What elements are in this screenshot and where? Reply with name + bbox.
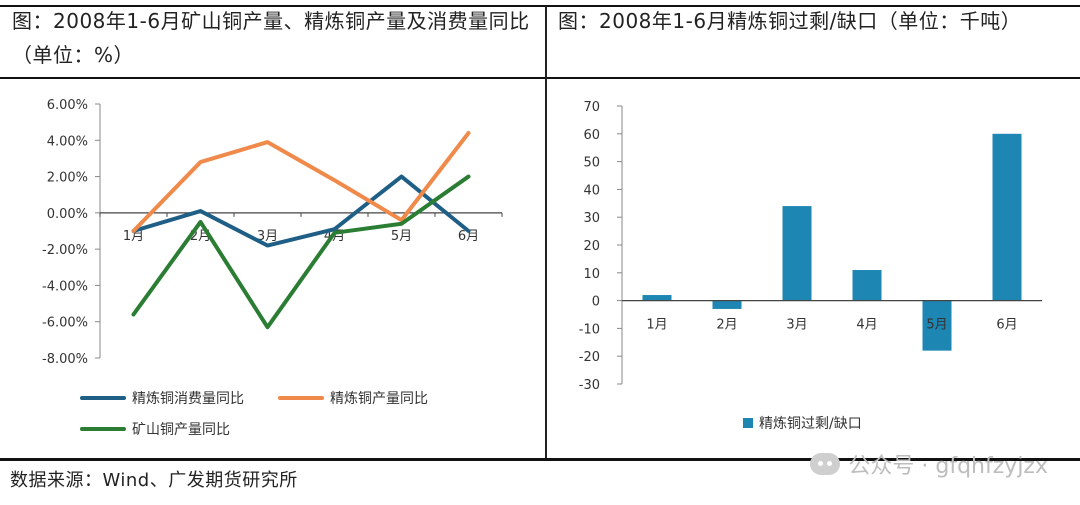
y-tick-label: -8.00% bbox=[42, 352, 88, 367]
y-tick-label: -20 bbox=[579, 350, 600, 365]
x-tick-label: 3月 bbox=[257, 229, 278, 244]
x-tick-label: 1月 bbox=[646, 318, 667, 333]
y-tick-label: -2.00% bbox=[42, 243, 88, 258]
x-tick-label: 2月 bbox=[716, 318, 737, 333]
y-tick-label: 30 bbox=[583, 211, 600, 226]
legend-swatch bbox=[743, 418, 753, 428]
x-tick-label: 6月 bbox=[996, 318, 1017, 333]
bar bbox=[642, 295, 672, 301]
title-underline bbox=[0, 77, 1080, 79]
x-tick-label: 1月 bbox=[123, 229, 144, 244]
x-tick-label: 3月 bbox=[786, 318, 807, 333]
y-tick-label: -10 bbox=[579, 322, 600, 337]
x-tick-label: 4月 bbox=[856, 318, 877, 333]
top-border bbox=[0, 5, 1080, 7]
legend-label: 精炼铜消费量同比 bbox=[132, 391, 244, 407]
legend-label: 矿山铜产量同比 bbox=[132, 422, 230, 438]
bar bbox=[712, 300, 742, 309]
bottom-border bbox=[0, 458, 1080, 461]
y-tick-label: 50 bbox=[583, 156, 600, 171]
y-tick-label: 4.00% bbox=[47, 134, 88, 149]
y-tick-label: 6.00% bbox=[47, 98, 88, 113]
source-note: 数据来源：Wind、广发期货研究所 bbox=[10, 470, 298, 491]
x-tick-label: 5月 bbox=[391, 229, 412, 244]
y-tick-label: 60 bbox=[583, 128, 600, 143]
right-chart-title: 图：2008年1-6月精炼铜过剩/缺口（单位：千吨） bbox=[558, 9, 1022, 33]
watermark: 公众号 · gfqhfzyjzx bbox=[810, 448, 1048, 480]
y-tick-label: 40 bbox=[583, 183, 600, 198]
y-tick-label: 2.00% bbox=[47, 171, 88, 186]
series-line-3 bbox=[131, 174, 471, 330]
series-line-2 bbox=[131, 131, 471, 233]
y-tick-label: 70 bbox=[583, 100, 600, 115]
bar bbox=[992, 133, 1022, 301]
left-chart-title: 图：2008年1-6月矿山铜产量、精炼铜产量及消费量同比（单位：%） bbox=[12, 9, 530, 67]
x-tick-label: 5月 bbox=[926, 318, 947, 333]
y-tick-label: -4.00% bbox=[42, 279, 88, 294]
y-tick-label: -30 bbox=[579, 378, 600, 393]
bar bbox=[852, 270, 882, 301]
y-tick-label: 10 bbox=[583, 267, 600, 282]
bar bbox=[782, 206, 812, 301]
watermark-text: 公众号 · gfqhfzyjzx bbox=[848, 454, 1048, 479]
panel-separator bbox=[545, 6, 547, 458]
bar-chart: -30 -20 -10 0 10 20 30 40 50 60 70 1月 2月 3月 4月 5月 6月精炼铜过… bbox=[579, 100, 1042, 432]
series-line-1 bbox=[131, 174, 471, 248]
y-tick-label: 0.00% bbox=[47, 207, 88, 222]
y-tick-label: 20 bbox=[583, 239, 600, 254]
y-tick-label: -6.00% bbox=[42, 316, 88, 331]
bar bbox=[922, 300, 952, 351]
x-tick-label: 6月 bbox=[458, 229, 479, 244]
y-tick-label: 0 bbox=[592, 295, 600, 310]
legend-label: 精炼铜过剩/缺口 bbox=[759, 416, 862, 432]
line-chart: -8.00% -6.00% -4.00% -2.00% 0.00% 2.00% 4.00% 6… bbox=[42, 98, 503, 438]
wechat-icon bbox=[810, 453, 841, 475]
legend-label: 精炼铜产量同比 bbox=[330, 391, 428, 407]
